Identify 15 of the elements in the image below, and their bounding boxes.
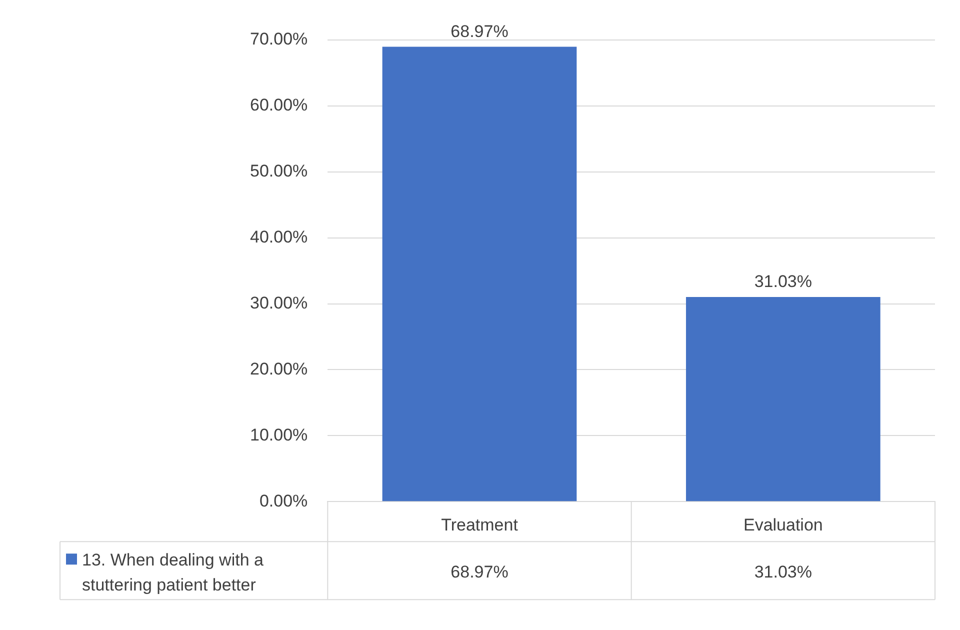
data-label: 31.03% [754, 562, 812, 582]
y-tick-label: 10.00% [250, 425, 308, 444]
text: 68.97% [450, 22, 508, 41]
y-tick-label: 60.00% [250, 96, 308, 115]
x-tick-label: Evaluation [743, 515, 823, 534]
y-tick-label: 40.00% [250, 228, 308, 247]
y-tick-label: 70.00% [250, 30, 308, 49]
x-tick-label: Treatment [441, 515, 518, 534]
y-tick-label: 20.00% [250, 359, 308, 378]
data-label: 68.97% [450, 562, 508, 582]
y-tick-label: 0.00% [259, 491, 308, 510]
y-tick-label: 50.00% [250, 162, 308, 181]
y-tick-label: 30.00% [250, 293, 308, 312]
legend-label: 13. When dealing with a stuttering patient better [82, 550, 264, 595]
text: 31.03% [754, 272, 812, 291]
